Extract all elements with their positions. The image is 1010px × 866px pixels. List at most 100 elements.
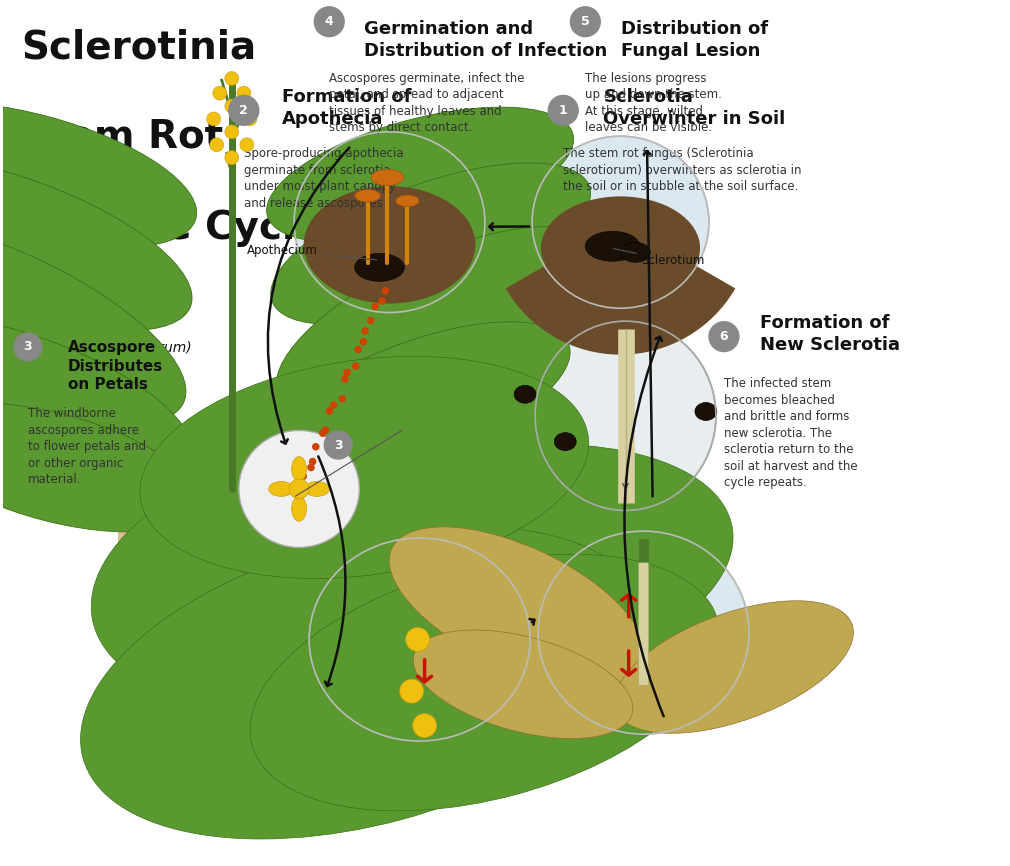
Text: Stem Rot: Stem Rot — [21, 119, 223, 157]
Circle shape — [237, 87, 250, 100]
Circle shape — [343, 369, 351, 377]
Circle shape — [240, 138, 254, 152]
Ellipse shape — [91, 427, 637, 714]
Ellipse shape — [305, 481, 329, 496]
Text: The infected stem
becomes bleached
and brittle and forms
new sclerotia. The
scle: The infected stem becomes bleached and b… — [724, 377, 857, 489]
Ellipse shape — [371, 169, 404, 185]
Circle shape — [367, 317, 375, 324]
Ellipse shape — [585, 231, 640, 262]
Text: 5: 5 — [581, 16, 590, 29]
Ellipse shape — [532, 136, 709, 308]
Circle shape — [225, 72, 238, 86]
FancyBboxPatch shape — [638, 563, 648, 685]
Ellipse shape — [620, 242, 650, 262]
Circle shape — [207, 112, 220, 126]
FancyBboxPatch shape — [118, 489, 339, 553]
Ellipse shape — [0, 157, 192, 331]
Text: Sclerotinia sclerotiorum): Sclerotinia sclerotiorum) — [21, 340, 192, 354]
Text: Sclerotium: Sclerotium — [613, 249, 705, 268]
Text: (Caused by the fungus: (Caused by the fungus — [21, 308, 178, 322]
Circle shape — [382, 288, 389, 294]
Ellipse shape — [270, 322, 570, 475]
Circle shape — [379, 297, 386, 305]
Ellipse shape — [81, 526, 648, 839]
Text: Disease Cycle: Disease Cycle — [21, 210, 321, 248]
Ellipse shape — [389, 527, 644, 687]
Text: 2: 2 — [239, 104, 248, 117]
Ellipse shape — [238, 430, 360, 547]
Circle shape — [329, 401, 337, 409]
Wedge shape — [506, 223, 735, 355]
Ellipse shape — [615, 601, 853, 734]
Ellipse shape — [355, 254, 404, 281]
Ellipse shape — [276, 227, 599, 416]
Circle shape — [709, 322, 739, 352]
Ellipse shape — [294, 132, 485, 313]
Text: 3: 3 — [334, 438, 342, 451]
Ellipse shape — [0, 403, 197, 532]
Text: Ascospores: Ascospores — [410, 420, 476, 433]
Circle shape — [312, 443, 319, 450]
Circle shape — [571, 7, 600, 36]
Ellipse shape — [514, 385, 536, 404]
Text: The windborne
ascospores adhere
to flower petals and
or other organic
material.: The windborne ascospores adhere to flowe… — [28, 407, 146, 486]
Circle shape — [229, 95, 259, 126]
Circle shape — [293, 482, 300, 490]
Text: Apothecium: Apothecium — [246, 244, 377, 260]
Ellipse shape — [267, 107, 574, 242]
Text: 1: 1 — [559, 104, 568, 117]
Text: Formation of
New Sclerotia: Formation of New Sclerotia — [761, 314, 900, 354]
Circle shape — [319, 430, 326, 437]
Circle shape — [352, 362, 360, 370]
Circle shape — [406, 628, 429, 651]
Circle shape — [360, 338, 368, 346]
Text: Distribution of
Fungal Lesion: Distribution of Fungal Lesion — [620, 20, 768, 60]
Text: The lesions progress
up and down the stem.
At this stage, wilted
leaves can be v: The lesions progress up and down the ste… — [586, 72, 722, 134]
Ellipse shape — [538, 531, 749, 734]
Text: Sclerotia
Overwinter in Soil: Sclerotia Overwinter in Soil — [603, 87, 786, 128]
Text: Ascospores germinate, infect the
petal, and spread to adjacent
tissues of health: Ascospores germinate, infect the petal, … — [329, 72, 525, 134]
Text: Sclerotinia: Sclerotinia — [21, 29, 256, 67]
Text: Formation of
Apothecia: Formation of Apothecia — [282, 87, 411, 128]
Ellipse shape — [236, 444, 733, 697]
Text: Germination and
Distribution of Infection: Germination and Distribution of Infectio… — [365, 20, 608, 60]
Text: 6: 6 — [720, 330, 728, 343]
Circle shape — [338, 395, 346, 403]
Circle shape — [309, 458, 316, 465]
Circle shape — [324, 431, 352, 459]
Ellipse shape — [271, 163, 591, 325]
Circle shape — [307, 463, 315, 471]
Circle shape — [322, 426, 329, 434]
Circle shape — [225, 99, 238, 113]
Ellipse shape — [355, 190, 381, 202]
Circle shape — [213, 87, 226, 100]
Circle shape — [243, 112, 257, 126]
Circle shape — [225, 125, 238, 139]
Ellipse shape — [413, 630, 633, 739]
Ellipse shape — [292, 496, 307, 521]
Circle shape — [341, 375, 348, 383]
Circle shape — [372, 302, 379, 310]
Text: The stem rot fungus (Sclerotinia
sclerotiorum) overwinters as sclerotia in
the s: The stem rot fungus (Sclerotinia sclerot… — [564, 147, 802, 193]
Ellipse shape — [554, 433, 577, 450]
Circle shape — [355, 346, 362, 353]
Ellipse shape — [695, 403, 717, 420]
Text: 3: 3 — [23, 340, 32, 353]
Circle shape — [314, 7, 344, 36]
Ellipse shape — [541, 197, 700, 300]
Text: Spore-producing apothecia
germinate from sclerotia
under moist plant canopy
and : Spore-producing apothecia germinate from… — [243, 147, 403, 210]
Ellipse shape — [0, 314, 193, 482]
Circle shape — [299, 472, 307, 480]
Circle shape — [225, 151, 238, 165]
Circle shape — [14, 333, 41, 361]
Ellipse shape — [535, 321, 716, 510]
Ellipse shape — [269, 481, 294, 496]
Circle shape — [289, 479, 309, 499]
Circle shape — [413, 714, 436, 738]
Ellipse shape — [396, 195, 419, 207]
Ellipse shape — [0, 218, 186, 423]
Circle shape — [548, 95, 578, 126]
Text: 4: 4 — [325, 16, 333, 29]
Circle shape — [362, 327, 369, 334]
Ellipse shape — [140, 357, 589, 578]
